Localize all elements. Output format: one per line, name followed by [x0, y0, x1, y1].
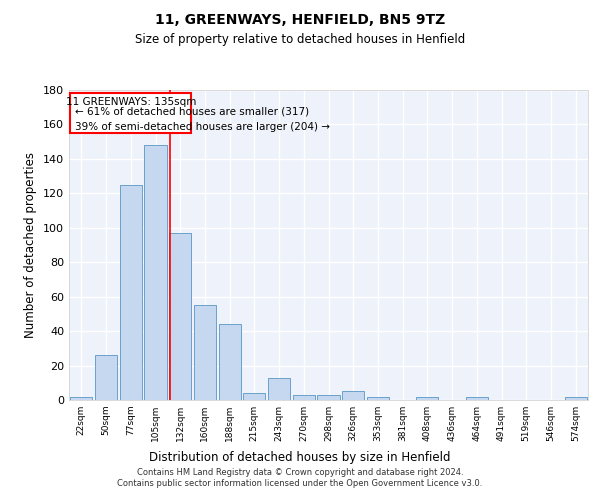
Text: 39% of semi-detached houses are larger (204) →: 39% of semi-detached houses are larger (… — [76, 122, 331, 132]
Bar — [194, 306, 216, 400]
Text: ← 61% of detached houses are smaller (317): ← 61% of detached houses are smaller (31… — [76, 106, 310, 117]
Bar — [565, 396, 587, 400]
Bar — [169, 233, 191, 400]
Bar — [145, 145, 167, 400]
Bar — [293, 395, 315, 400]
Bar — [70, 396, 92, 400]
Bar — [95, 355, 117, 400]
Bar — [342, 392, 364, 400]
Text: 11 GREENWAYS: 135sqm: 11 GREENWAYS: 135sqm — [65, 96, 196, 106]
Bar — [317, 395, 340, 400]
Bar — [218, 324, 241, 400]
Bar — [268, 378, 290, 400]
Bar — [367, 396, 389, 400]
Text: 11, GREENWAYS, HENFIELD, BN5 9TZ: 11, GREENWAYS, HENFIELD, BN5 9TZ — [155, 12, 445, 26]
FancyBboxPatch shape — [70, 94, 191, 133]
Bar — [119, 184, 142, 400]
Text: Distribution of detached houses by size in Henfield: Distribution of detached houses by size … — [149, 451, 451, 464]
Bar — [243, 393, 265, 400]
Text: Size of property relative to detached houses in Henfield: Size of property relative to detached ho… — [135, 32, 465, 46]
Y-axis label: Number of detached properties: Number of detached properties — [25, 152, 37, 338]
Bar — [466, 396, 488, 400]
Text: Contains HM Land Registry data © Crown copyright and database right 2024.
Contai: Contains HM Land Registry data © Crown c… — [118, 468, 482, 487]
Bar — [416, 396, 439, 400]
